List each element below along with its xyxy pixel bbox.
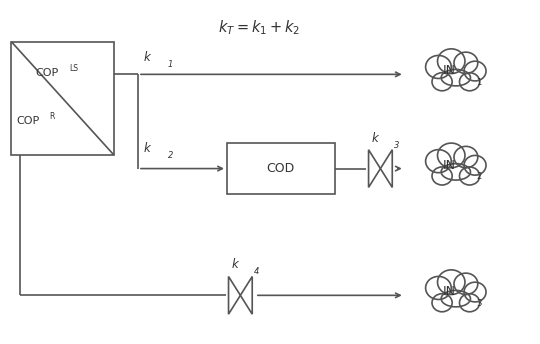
Text: R: R [49,112,55,121]
Ellipse shape [432,167,452,185]
Ellipse shape [441,164,470,180]
Ellipse shape [437,270,465,294]
Ellipse shape [426,55,451,78]
Text: IN: IN [443,64,456,77]
Ellipse shape [441,69,470,86]
Text: 1: 1 [476,78,482,87]
Text: $k_T = k_1 + k_2$: $k_T = k_1 + k_2$ [218,18,300,36]
Text: 3: 3 [394,141,399,150]
Ellipse shape [437,49,465,74]
Ellipse shape [464,155,486,175]
Text: COD: COD [267,162,295,175]
Ellipse shape [464,61,486,81]
Text: 4: 4 [254,268,259,277]
Polygon shape [380,150,392,187]
Polygon shape [369,150,380,187]
Ellipse shape [460,294,480,312]
Text: 1: 1 [167,60,173,69]
Polygon shape [240,277,252,314]
Text: 2: 2 [476,172,482,181]
Ellipse shape [464,282,486,302]
Text: k: k [372,132,379,144]
Text: k: k [232,258,238,271]
Ellipse shape [460,73,480,91]
Ellipse shape [437,143,465,168]
Ellipse shape [432,294,452,312]
Text: LS: LS [70,64,79,74]
Ellipse shape [454,273,478,294]
Bar [11,42,114,155]
Ellipse shape [426,150,451,173]
Text: 3: 3 [476,299,482,308]
Polygon shape [228,277,240,314]
Text: 2: 2 [167,151,173,160]
Text: COP: COP [36,68,59,78]
Text: IN: IN [443,286,456,298]
Text: IN: IN [443,159,456,172]
Bar [227,143,335,194]
Ellipse shape [426,277,451,299]
Text: k: k [144,51,150,64]
Ellipse shape [432,73,452,91]
Ellipse shape [441,290,470,307]
Ellipse shape [454,147,478,168]
Text: k: k [144,142,150,155]
Ellipse shape [454,52,478,74]
Text: COP: COP [17,116,40,126]
Ellipse shape [460,167,480,185]
